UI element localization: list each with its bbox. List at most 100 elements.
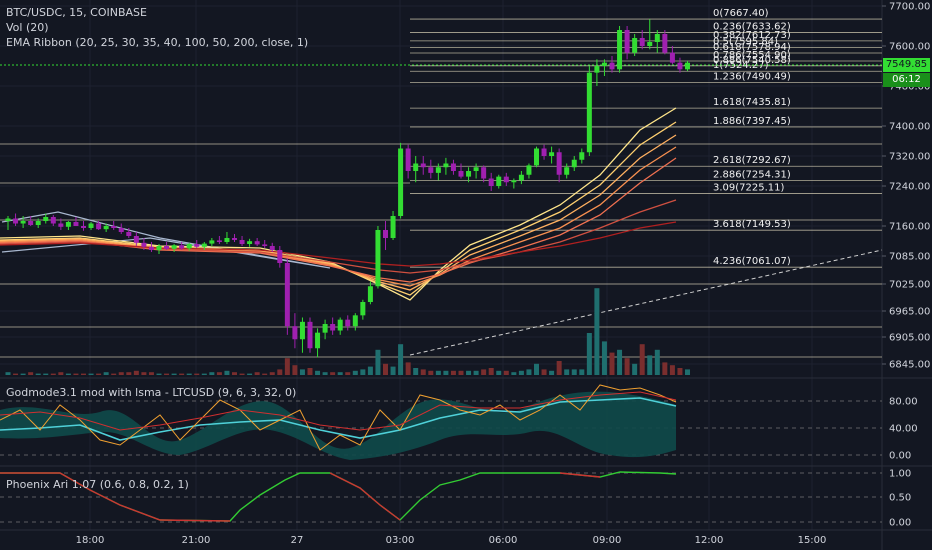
price-axis-label: 7160.00 [889, 222, 930, 233]
candle-body [405, 148, 411, 171]
candle-body [541, 148, 547, 156]
time-axis-label: 06:00 [489, 535, 518, 546]
volume-bar [35, 373, 41, 375]
fib-level-label: 0.382(7612.73) [713, 30, 791, 41]
volume-bar [254, 372, 260, 375]
candle-body [96, 223, 102, 230]
candle-body [579, 152, 585, 160]
candle-body [669, 52, 675, 63]
volume-bar [450, 370, 456, 375]
candle-body [481, 167, 487, 179]
candle-body [511, 180, 517, 183]
volume-bar [390, 366, 396, 375]
candle-body [413, 163, 419, 171]
volume-bar [224, 370, 230, 375]
volume-bar [50, 373, 56, 375]
volume-bar [564, 369, 570, 375]
candle-body [654, 34, 660, 42]
legend-phoenix[interactable]: Phoenix Ari 1.07 (0.6, 0.8, 0.2, 1) [6, 478, 189, 491]
volume-bar [345, 372, 351, 375]
volume-bar [239, 373, 245, 375]
volume-bar [669, 365, 675, 375]
candle-body [685, 62, 690, 70]
candle-body [443, 163, 449, 168]
candle-body [239, 240, 245, 244]
ema-ribbon-line [0, 121, 677, 296]
candle-body [65, 222, 71, 227]
volume-bar [73, 373, 79, 375]
candle-body [322, 324, 328, 333]
candle-body [496, 176, 502, 186]
candle-body [133, 236, 139, 243]
volume-bar [148, 372, 154, 375]
volume-bar [28, 372, 34, 375]
candle-body [247, 241, 253, 244]
time-axis-label: 18:00 [76, 535, 105, 546]
candle-body [571, 159, 577, 168]
fib-level-label: 4.236(7061.07) [713, 256, 791, 267]
osc1-axis-label: 80.00 [889, 397, 918, 408]
fib-level-label: 0.886(7540.58) [713, 55, 791, 66]
time-axis-label: 15:00 [798, 535, 827, 546]
volume-bar [571, 369, 577, 375]
volume-bar [118, 372, 124, 375]
price-axis-label: 6845.00 [889, 360, 930, 371]
candle-body [156, 246, 162, 250]
candle-body [601, 62, 607, 66]
godmode-slow-line [0, 391, 677, 431]
current-price-tag: 7549.85 [883, 58, 930, 72]
ema-ribbon-line [0, 221, 677, 267]
candle-body [345, 319, 351, 327]
volume-bar [488, 368, 494, 375]
volume-bar [194, 373, 200, 375]
volume-bar [473, 370, 479, 375]
price-axis-label: 7240.00 [889, 182, 930, 193]
candle-body [216, 240, 222, 242]
candle-body [13, 218, 19, 224]
volume-bar [511, 372, 517, 375]
candle-body [126, 232, 132, 236]
candle-body [564, 167, 570, 175]
volume-bar [88, 373, 94, 375]
fib-level-label: 1.236(7490.49) [713, 72, 791, 83]
candle-body [103, 226, 109, 230]
candle-body [466, 171, 472, 177]
candle-body [609, 62, 615, 70]
candle-body [50, 217, 56, 224]
volume-bar [420, 369, 426, 375]
volume-bar [156, 373, 162, 375]
volume-bar [413, 368, 419, 375]
volume-bar [307, 368, 313, 375]
volume-bar [96, 373, 102, 375]
candle-body [35, 221, 41, 225]
volume-bar [262, 373, 268, 375]
fib-level-label: 0.618(7578.94) [713, 42, 791, 53]
price-axis-label: 7400.00 [889, 122, 930, 133]
candle-body [299, 321, 305, 340]
ema-ribbon-line [0, 157, 677, 283]
legend-ema-ribbon[interactable]: EMA Ribbon (20, 25, 30, 35, 40, 100, 50,… [6, 36, 309, 49]
volume-bar [435, 370, 441, 375]
legend-godmode[interactable]: Godmode3.1 mod with lsma - LTCUSD (9, 6,… [6, 386, 297, 399]
time-axis-label: 03:00 [386, 535, 415, 546]
candle-body [141, 242, 147, 247]
legend-symbol[interactable]: BTC/USDC, 15, COINBASE [6, 6, 147, 19]
volume-bar [541, 369, 547, 375]
candle-body [111, 226, 117, 228]
volume-bar [141, 372, 147, 375]
volume-bar [632, 363, 638, 375]
candle-body [201, 243, 207, 247]
candle-body [367, 286, 373, 302]
legend-volume[interactable]: Vol (20) [6, 21, 49, 34]
volume-bar [609, 352, 615, 375]
volume-bar [5, 372, 11, 375]
volume-bar [292, 365, 298, 375]
fib-level-label: 1.618(7435.81) [713, 97, 791, 108]
price-axis-label: 7320.00 [889, 152, 930, 163]
candle-body [5, 218, 11, 221]
candle-body [171, 245, 177, 249]
candle-body [43, 217, 49, 221]
volume-bar [284, 358, 290, 375]
